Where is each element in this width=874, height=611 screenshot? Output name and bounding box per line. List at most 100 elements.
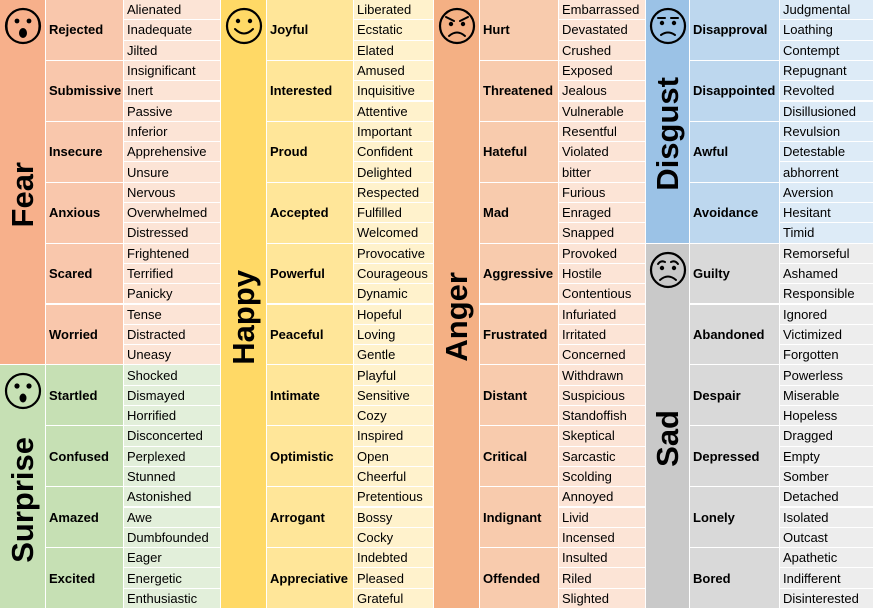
feeling-word: Suspicious: [559, 385, 646, 406]
feeling-word: Insulted: [559, 548, 646, 569]
feeling-word: Grateful: [354, 588, 434, 609]
feeling-word: Outcast: [780, 527, 874, 549]
feeling-word: Loving: [354, 324, 434, 346]
feeling-word: Inspired: [354, 426, 434, 447]
emotion-hateful: Hateful: [480, 121, 559, 183]
feeling-word: Gentle: [354, 345, 434, 366]
emotion-submissive: Submissive: [46, 60, 124, 122]
emotion-interested: Interested: [267, 60, 354, 122]
feeling-word: Confident: [354, 142, 434, 163]
feeling-word: Enraged: [559, 203, 646, 224]
emotion-aggressive: Aggressive: [480, 243, 559, 305]
feeling-word: Dismayed: [124, 385, 221, 406]
feeling-word: Eager: [124, 548, 221, 569]
feeling-word: Riled: [559, 568, 646, 589]
feeling-word: Delighted: [354, 162, 434, 183]
feeling-word: Dumbfounded: [124, 527, 221, 549]
feeling-word: Apathetic: [780, 548, 874, 569]
emotion-offended: Offended: [480, 548, 559, 609]
feeling-word: Detached: [780, 487, 874, 508]
feeling-word: Inferior: [124, 121, 221, 143]
feeling-word: Contempt: [780, 40, 874, 61]
feeling-word: Isolated: [780, 507, 874, 528]
surprised-face-icon: [4, 373, 42, 410]
feeling-word: Horrified: [124, 406, 221, 427]
feeling-word: Somber: [780, 466, 874, 488]
feeling-word: Forgotten: [780, 345, 874, 366]
feeling-word: Open: [354, 446, 434, 467]
feeling-word: Frightened: [124, 243, 221, 264]
feeling-word: Jealous: [559, 81, 646, 102]
feeling-word: Cocky: [354, 527, 434, 549]
feeling-word: Fulfilled: [354, 203, 434, 224]
feeling-word: Cozy: [354, 406, 434, 427]
emotion-depressed: Depressed: [690, 426, 780, 488]
feeling-word: Amused: [354, 60, 434, 82]
emotion-worried: Worried: [46, 304, 124, 366]
emotion-powerful: Powerful: [267, 243, 354, 305]
category-title: Fear: [5, 162, 40, 228]
emotion-avoidance: Avoidance: [690, 182, 780, 244]
feeling-word: Overwhelmed: [124, 203, 221, 224]
feeling-word: Inert: [124, 81, 221, 102]
feeling-word: Slighted: [559, 588, 646, 609]
feeling-word: Victimized: [780, 324, 874, 346]
category-sad: Sad: [646, 243, 690, 609]
feeling-word: Loathing: [780, 20, 874, 41]
feeling-word: Contentious: [559, 284, 646, 305]
feeling-word: Sensitive: [354, 385, 434, 406]
feeling-word: Revolted: [780, 81, 874, 102]
feeling-word: Pleased: [354, 568, 434, 589]
feeling-word: Skeptical: [559, 426, 646, 447]
emotion-mad: Mad: [480, 182, 559, 244]
feeling-word: Courageous: [354, 263, 434, 285]
feeling-word: Insignificant: [124, 60, 221, 82]
feeling-word: Elated: [354, 40, 434, 61]
feeling-word: Ignored: [780, 304, 874, 325]
feeling-word: Cheerful: [354, 466, 434, 488]
emotion-amazed: Amazed: [46, 487, 124, 549]
frowning-face-icon: [649, 7, 687, 45]
feeling-word: Ashamed: [780, 263, 874, 285]
emotion-hurt: Hurt: [480, 0, 559, 61]
emotion-startled: Startled: [46, 365, 124, 427]
feeling-word: Attentive: [354, 101, 434, 122]
feeling-word: Powerless: [780, 365, 874, 386]
feeling-word: Important: [354, 121, 434, 143]
category-surprise: Surprise: [0, 365, 46, 609]
feeling-word: Respected: [354, 182, 434, 203]
feeling-word: Pretentious: [354, 487, 434, 508]
feeling-word: Infuriated: [559, 304, 646, 325]
emotion-lonely: Lonely: [690, 487, 780, 549]
emotion-appreciative: Appreciative: [267, 548, 354, 609]
fearful-face-icon: [4, 7, 42, 45]
feeling-word: Energetic: [124, 568, 221, 589]
feeling-word: Stunned: [124, 466, 221, 488]
emotion-guilty: Guilty: [690, 243, 780, 305]
feeling-word: Vulnerable: [559, 101, 646, 122]
feeling-word: abhorrent: [780, 162, 874, 183]
feeling-word: Detestable: [780, 142, 874, 163]
category-title: Surprise: [5, 436, 40, 563]
emotion-disappointed: Disappointed: [690, 60, 780, 122]
feeling-word: Violated: [559, 142, 646, 163]
feeling-word: Snapped: [559, 223, 646, 244]
emotion-intimate: Intimate: [267, 365, 354, 427]
feeling-word: Ecstatic: [354, 20, 434, 41]
category-happy: Happy: [221, 0, 267, 609]
feeling-word: Dragged: [780, 426, 874, 447]
feeling-word: Uneasy: [124, 345, 221, 366]
emotion-indignant: Indignant: [480, 487, 559, 549]
feeling-word: Enthusiastic: [124, 588, 221, 609]
category-disgust: Disgust: [646, 0, 690, 244]
feeling-word: Timid: [780, 223, 874, 244]
feeling-word: Jilted: [124, 40, 221, 61]
feeling-word: Hesitant: [780, 203, 874, 224]
feeling-word: Indifferent: [780, 568, 874, 589]
feeling-word: Withdrawn: [559, 365, 646, 386]
feeling-word: Perplexed: [124, 446, 221, 467]
feeling-word: Embarrassed: [559, 0, 646, 21]
feeling-word: bitter: [559, 162, 646, 183]
feeling-word: Disconcerted: [124, 426, 221, 447]
